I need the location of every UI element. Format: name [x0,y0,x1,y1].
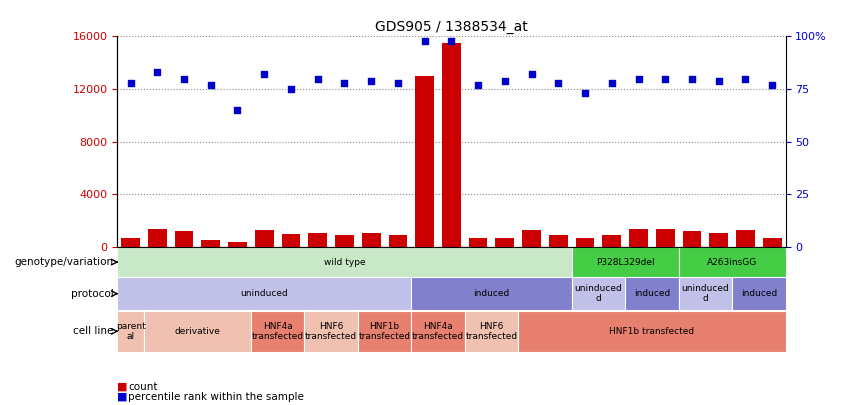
Text: uninduced
d: uninduced d [681,284,729,303]
Bar [358,311,411,352]
Bar [549,235,568,247]
Bar [629,228,648,247]
Text: protocol: protocol [71,289,114,298]
Point [177,75,191,82]
Bar [763,238,781,247]
Bar [251,311,305,352]
Bar [575,239,595,247]
Bar [389,235,407,247]
Bar [572,277,625,310]
Bar [732,277,786,310]
Bar [201,241,220,247]
Point [418,37,431,44]
Text: HNF4a
transfected: HNF4a transfected [252,322,304,341]
Text: induced: induced [473,289,510,298]
Point [498,77,512,84]
Bar [308,232,327,247]
Bar [442,43,461,247]
Bar [523,230,541,247]
Point [231,107,245,113]
Bar [496,238,514,247]
Bar [602,235,621,247]
Bar [174,231,194,247]
Title: GDS905 / 1388534_at: GDS905 / 1388534_at [375,20,528,34]
Bar [679,247,786,277]
Point [204,82,218,88]
Bar [228,243,247,247]
Point [551,79,565,86]
Bar [305,311,358,352]
Bar [117,311,144,352]
Text: HNF4a
transfected: HNF4a transfected [412,322,464,341]
Point [658,75,672,82]
Bar [518,311,786,352]
Text: ■: ■ [117,392,128,402]
Point [150,69,164,75]
Point [685,75,699,82]
Text: HNF6
transfected: HNF6 transfected [465,322,517,341]
Point [578,90,592,96]
Point [739,75,753,82]
Point [338,79,352,86]
Text: P328L329del: P328L329del [595,258,654,266]
Text: HNF1b
transfected: HNF1b transfected [358,322,411,341]
Point [391,79,404,86]
Bar [281,234,300,247]
Bar [411,277,572,310]
Point [444,37,458,44]
Text: induced: induced [740,289,777,298]
Bar [679,277,732,310]
Point [311,75,325,82]
Point [712,77,726,84]
Bar [469,239,488,247]
Text: HNF1b transfected: HNF1b transfected [609,327,694,336]
Text: uninduced
d: uninduced d [575,284,622,303]
Bar [148,228,167,247]
Point [632,75,646,82]
Bar [117,277,411,310]
Text: uninduced: uninduced [240,289,288,298]
Text: genotype/variation: genotype/variation [15,257,114,267]
Text: HNF6
transfected: HNF6 transfected [305,322,357,341]
Point [605,79,619,86]
Bar [625,277,679,310]
Bar [572,247,679,277]
Bar [656,229,674,247]
Bar [415,76,434,247]
Bar [736,230,755,247]
Text: A263insGG: A263insGG [707,258,757,266]
Text: ■: ■ [117,382,128,392]
Text: percentile rank within the sample: percentile rank within the sample [128,392,305,402]
Point [123,79,137,86]
Point [284,86,298,92]
Bar [255,230,273,247]
Text: wild type: wild type [324,258,365,266]
Bar [464,311,518,352]
Text: derivative: derivative [174,327,220,336]
Text: induced: induced [634,289,670,298]
Bar [682,231,701,247]
Bar [122,238,140,247]
Bar [144,311,251,352]
Bar [335,235,354,247]
Bar [411,311,464,352]
Bar [709,232,728,247]
Bar [362,233,380,247]
Point [471,82,485,88]
Point [257,71,271,78]
Text: parent
al: parent al [115,322,146,341]
Text: count: count [128,382,158,392]
Point [766,82,779,88]
Text: cell line: cell line [74,326,114,336]
Point [365,77,378,84]
Bar [117,247,572,277]
Point [524,71,538,78]
